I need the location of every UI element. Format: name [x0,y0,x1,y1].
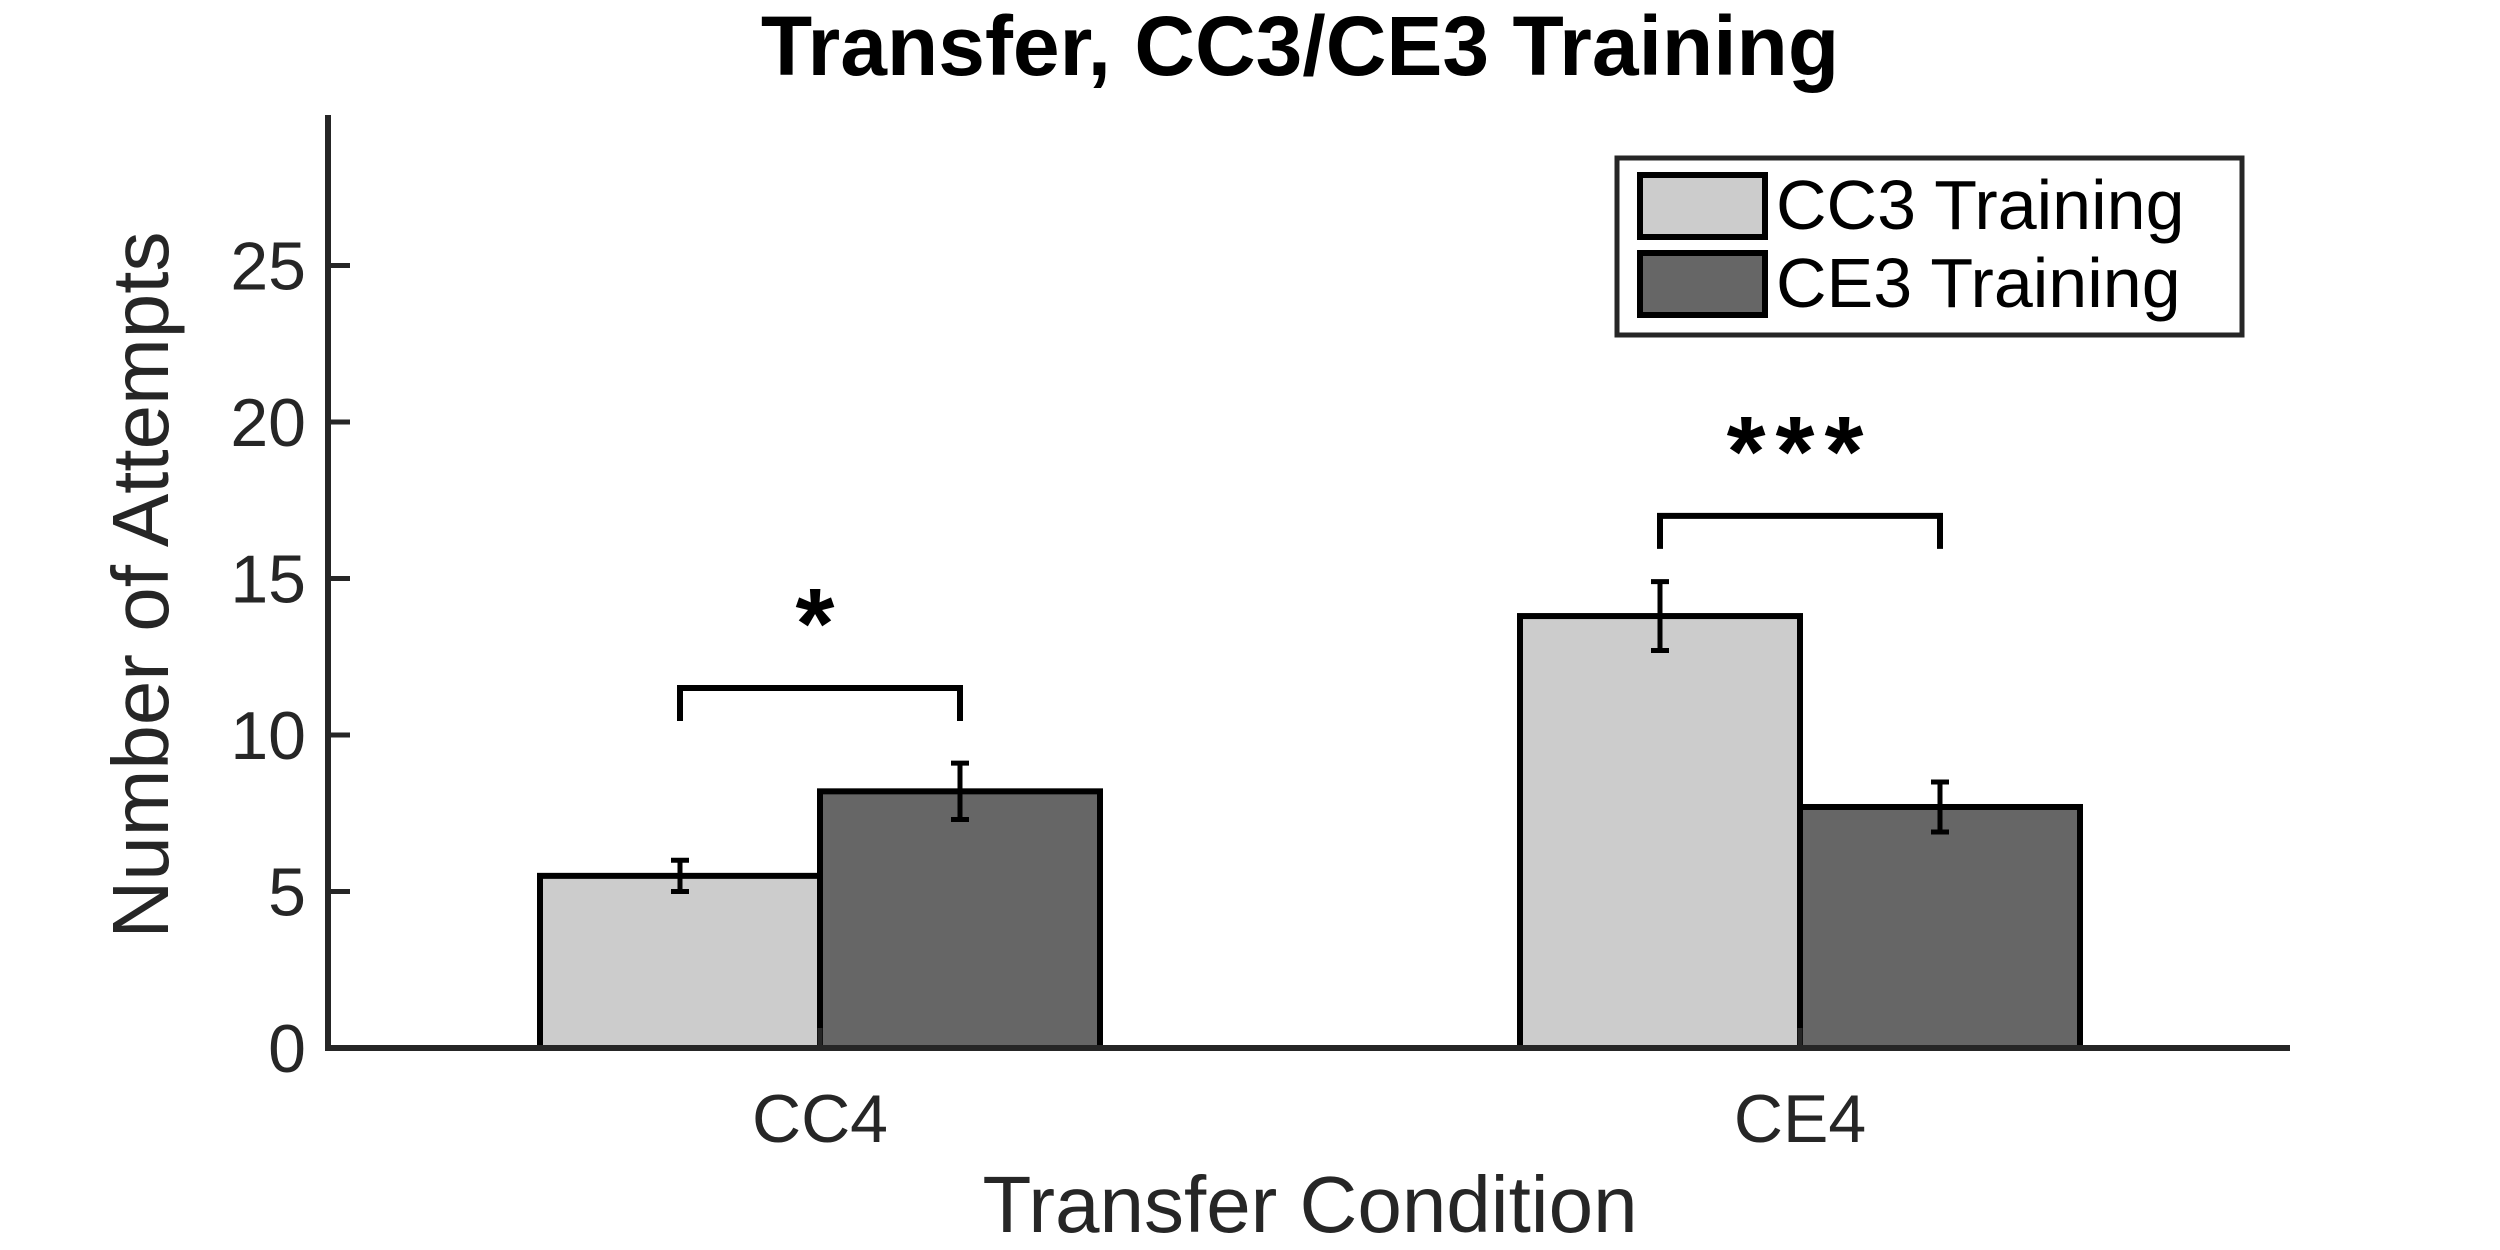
x-tick-label: CC4 [752,1081,888,1157]
error-bar [951,760,969,823]
y-tick: 10 [230,698,350,774]
legend-entry-cc3-training: CC3 Training [1637,166,2185,244]
significance-bracket-ce4: *** [1657,396,1943,549]
bar-cc4-ce3-training [817,788,1103,1052]
significance-bracket-cc4: * [677,568,963,722]
x-tick: CC4 [752,1028,888,1157]
y-tick-label: 20 [230,385,306,461]
y-tick-label: 0 [268,1011,306,1087]
significance-layer: **** [677,396,1943,722]
errorbars-layer [671,579,1949,894]
x-tick: CE4 [1734,1028,1866,1157]
x-tick-label: CE4 [1734,1081,1866,1157]
x-axis-label: Transfer Condition [982,1160,1637,1249]
y-tick: 25 [230,229,350,305]
y-tick: 20 [230,385,350,461]
bars-layer [537,613,2083,1052]
y-ticks: 0 5 10 15 20 25 [230,229,350,1087]
bar-ce4-ce3-training [1797,803,2083,1051]
bar-ce4-cc3-training [1517,613,1803,1051]
y-tick-label: 15 [230,542,306,618]
y-tick: 0 [268,1011,350,1087]
significance-label-ce4: *** [1727,396,1874,508]
bar-cc4-cc3-training [537,872,823,1051]
x-ticks: CC4 CE4 [752,1028,1866,1157]
legend-swatch [1637,250,1768,318]
y-tick-label: 25 [230,229,306,305]
chart-title: Transfer, CC3/CE3 Training [761,0,1839,93]
y-axis-label: Number of Attempts [96,232,185,939]
error-bar [1651,579,1669,653]
legend-entry-ce3-training: CE3 Training [1637,244,2181,322]
legend-label: CC3 Training [1776,166,2185,244]
error-bar [671,857,689,894]
legend-swatch [1637,172,1768,240]
legend-label: CE3 Training [1776,244,2181,322]
significance-label-cc4: * [796,568,845,680]
y-tick: 5 [268,855,350,931]
y-tick: 15 [230,542,350,618]
y-tick-label: 10 [230,698,306,774]
y-tick-label: 5 [268,855,306,931]
error-bar [1931,779,1949,835]
